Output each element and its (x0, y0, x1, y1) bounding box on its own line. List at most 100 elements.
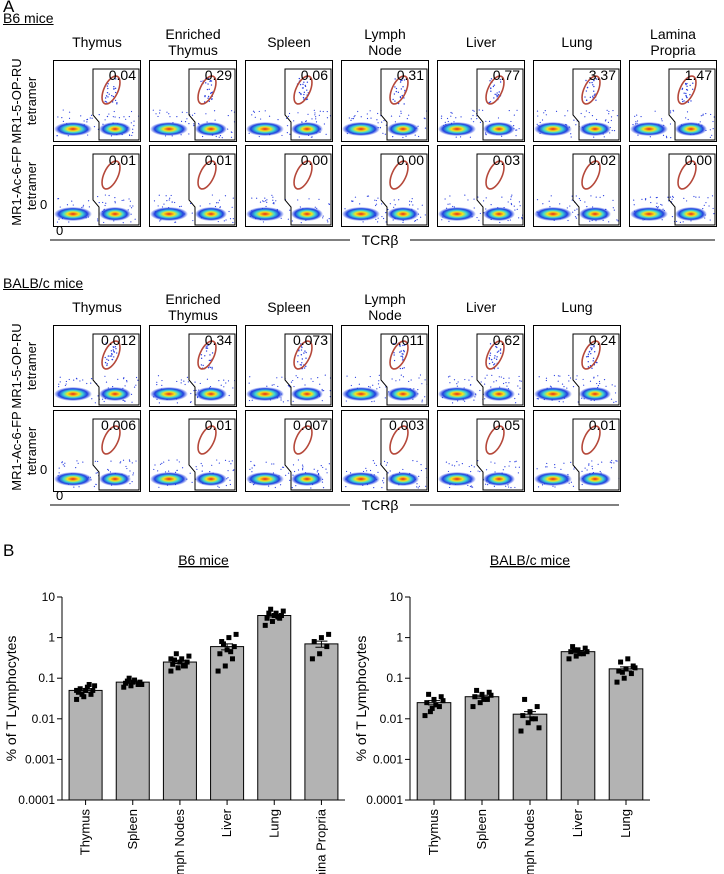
event-dot (200, 364, 203, 366)
population (438, 122, 476, 136)
population (99, 207, 131, 221)
event-dot (156, 384, 158, 386)
population (438, 207, 476, 221)
event-dot (669, 112, 672, 114)
event-dot (499, 352, 502, 354)
event-dot (656, 202, 658, 204)
event-dot (318, 198, 320, 200)
event-dot (108, 93, 110, 95)
event-dot (686, 111, 689, 113)
event-dot (471, 486, 474, 488)
event-dot (584, 201, 586, 203)
event-dot (68, 117, 71, 119)
data-point (433, 702, 439, 708)
event-dot (248, 382, 250, 384)
event-dot (604, 120, 607, 122)
population (99, 122, 131, 136)
flow-plot: 0.62 (437, 325, 525, 407)
event-dot (211, 352, 214, 354)
event-dot (301, 346, 303, 349)
event-dot (563, 462, 565, 464)
event-dot (266, 385, 268, 387)
event-dot (227, 380, 230, 382)
event-dot (211, 194, 213, 196)
event-dot (199, 382, 201, 385)
population (342, 472, 380, 486)
event-dot (588, 463, 590, 465)
event-dot (519, 387, 521, 389)
event-dot (586, 469, 588, 471)
event-dot (515, 402, 517, 404)
event-dot (228, 394, 230, 397)
event-dot (103, 221, 105, 224)
event-dot (400, 79, 402, 82)
event-dot (455, 117, 457, 119)
event-dot (505, 485, 507, 487)
event-dot (217, 485, 219, 487)
event-dot (300, 222, 302, 224)
event-dot (122, 399, 124, 402)
event-dot (292, 464, 295, 466)
event-dot (373, 400, 375, 402)
event-dot (682, 100, 684, 103)
event-dot (381, 215, 383, 218)
event-dot (389, 470, 391, 472)
gate-ellipse (389, 75, 409, 105)
event-dot (409, 200, 411, 202)
data-point (426, 691, 432, 697)
event-dot (263, 200, 265, 203)
event-dot (370, 117, 372, 119)
event-dot (399, 81, 402, 83)
population (54, 122, 92, 136)
event-dot (95, 483, 97, 485)
event-dot (323, 123, 325, 125)
event-dot (511, 194, 513, 196)
event-dot (158, 486, 160, 488)
event-dot (517, 385, 519, 387)
event-dot (233, 469, 235, 471)
event-dot (265, 200, 267, 202)
event-dot (360, 116, 362, 118)
event-dot (218, 486, 220, 488)
event-dot (584, 116, 586, 118)
event-dot (403, 344, 406, 346)
gate (572, 68, 620, 141)
event-dot (379, 126, 382, 129)
event-dot (469, 384, 472, 386)
event-dot (494, 355, 496, 357)
event-dot (385, 464, 387, 466)
event-dot (516, 129, 518, 131)
data-point (326, 631, 332, 637)
event-dot (644, 198, 647, 200)
event-dot (354, 376, 357, 379)
event-dot (287, 400, 289, 402)
event-dot (90, 382, 92, 384)
event-dot (188, 133, 190, 135)
event-dot (473, 110, 475, 112)
event-dot (601, 461, 603, 463)
event-dot (322, 217, 324, 219)
event-dot (386, 462, 388, 464)
data-point (582, 645, 588, 651)
x-axis: TCRβ (50, 232, 715, 248)
population (195, 472, 227, 486)
flow-plot: 0.29 (149, 60, 237, 142)
event-dot (272, 199, 274, 201)
event-dot (517, 472, 519, 474)
event-dot (485, 483, 487, 485)
event-dot (369, 375, 371, 378)
event-dot (513, 114, 515, 116)
event-dot (614, 385, 616, 387)
event-dot (324, 374, 326, 376)
event-dot (538, 376, 540, 378)
flow-plot: 0.01 (53, 145, 141, 227)
event-dot (110, 460, 112, 462)
event-dot (298, 350, 300, 352)
event-dot (612, 207, 614, 209)
event-dot (417, 389, 419, 391)
event-dot (114, 116, 116, 118)
event-dot (709, 129, 711, 131)
event-dot (489, 343, 492, 345)
event-dot (230, 463, 232, 465)
gate-value: 0.01 (109, 152, 136, 168)
